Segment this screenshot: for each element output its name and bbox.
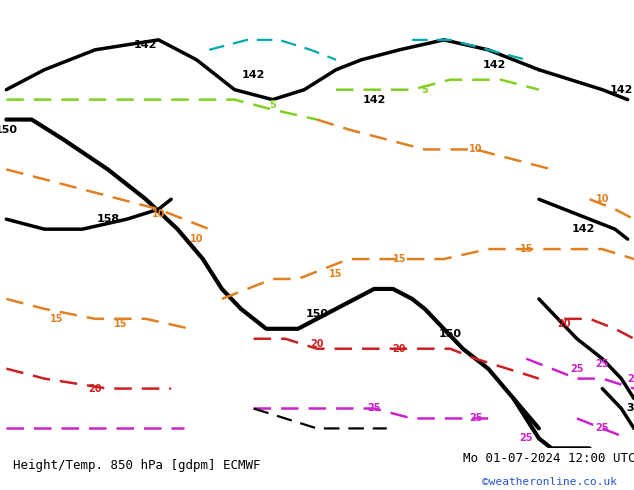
Text: 20: 20 — [557, 319, 571, 329]
Text: 30: 30 — [626, 403, 634, 414]
Text: 142: 142 — [572, 224, 595, 234]
Text: 150: 150 — [439, 329, 462, 339]
Text: 5: 5 — [422, 85, 428, 95]
Text: 15: 15 — [113, 319, 127, 329]
Text: 10: 10 — [152, 209, 165, 219]
Text: 20: 20 — [392, 343, 406, 354]
Text: 25: 25 — [595, 359, 609, 368]
Text: 20: 20 — [310, 339, 324, 349]
Text: 15: 15 — [329, 269, 343, 279]
Text: 10: 10 — [190, 234, 204, 244]
Text: 15: 15 — [392, 254, 406, 264]
Text: 10: 10 — [595, 194, 609, 204]
Text: 150: 150 — [306, 309, 328, 319]
Text: 25: 25 — [367, 403, 381, 414]
Text: 25: 25 — [595, 423, 609, 434]
Text: 150: 150 — [0, 124, 18, 135]
Text: ©weatheronline.co.uk: ©weatheronline.co.uk — [482, 477, 617, 487]
Text: 142: 142 — [134, 40, 157, 50]
Text: 5: 5 — [269, 99, 276, 110]
Text: 15: 15 — [50, 314, 64, 324]
Text: 25: 25 — [570, 364, 584, 374]
Text: 142: 142 — [483, 60, 506, 70]
Text: 142: 142 — [363, 95, 385, 105]
Text: 15: 15 — [519, 244, 533, 254]
Text: Mo 01-07-2024 12:00 UTC (00+252): Mo 01-07-2024 12:00 UTC (00+252) — [463, 452, 634, 466]
Text: 158: 158 — [96, 214, 119, 224]
Text: 142: 142 — [242, 70, 265, 80]
Text: 25: 25 — [519, 433, 533, 443]
Text: Height/Temp. 850 hPa [gdpm] ECMWF: Height/Temp. 850 hPa [gdpm] ECMWF — [13, 459, 260, 471]
Text: 10: 10 — [469, 145, 482, 154]
Text: 25: 25 — [469, 414, 482, 423]
Text: 142: 142 — [610, 85, 633, 95]
Text: 20: 20 — [88, 384, 102, 393]
Text: 25: 25 — [627, 373, 634, 384]
